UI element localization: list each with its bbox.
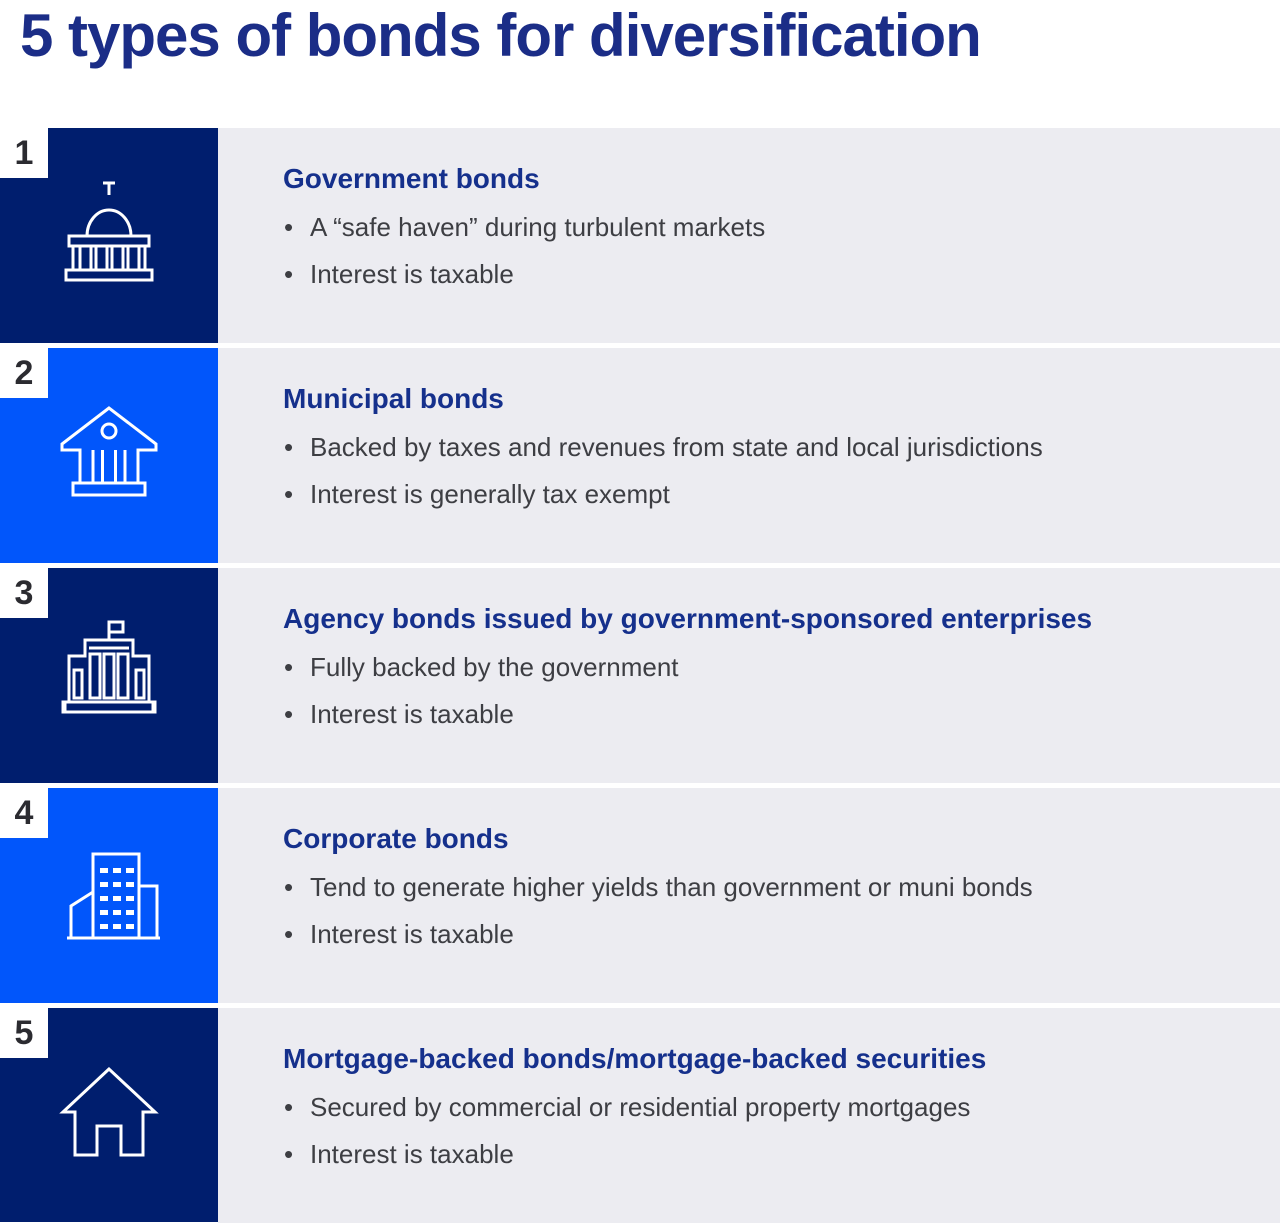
bullet-item: Fully backed by the government [283,652,1250,682]
row-content: Mortgage-backed bonds/mortgage-backed se… [218,1008,1280,1223]
row-content: Government bonds A “safe haven” during t… [218,128,1280,343]
row-number-badge: 4 [0,788,48,838]
page-title: 5 types of bonds for diversification [20,2,982,69]
bank-icon [60,406,158,497]
row-content: Corporate bonds Tend to generate higher … [218,788,1280,1003]
row-content: Municipal bonds Backed by taxes and reve… [218,348,1280,563]
row-number: 5 [14,1013,34,1052]
bond-heading: Mortgage-backed bonds/mortgage-backed se… [283,1043,987,1074]
government-building-icon [61,620,157,714]
icon-tile: 1 [0,128,218,343]
row-number-badge: 3 [0,568,48,618]
row-corporate-bonds: 4 Corporate bonds Tend to generate highe… [0,788,1280,1003]
row-number-badge: 1 [0,128,48,178]
icon-tile: 5 [0,1008,218,1222]
bullet-list: Tend to generate higher yields than gove… [283,872,1250,949]
bullet-item: Tend to generate higher yields than gove… [283,872,1250,902]
row-agency-bonds: 3 Agency bonds issued by government-spon… [0,568,1280,783]
row-number: 1 [14,133,34,172]
row-number-badge: 2 [0,348,48,398]
bullet-item: Interest is taxable [283,919,1250,949]
bullet-item: Backed by taxes and revenues from state … [283,432,1250,462]
house-icon [59,1066,159,1157]
bond-heading: Agency bonds issued by government-sponso… [283,603,1093,634]
icon-tile: 3 [0,568,218,783]
bond-heading: Municipal bonds [283,383,504,414]
icon-tile: 4 [0,788,218,1003]
row-number: 2 [14,353,34,392]
bullet-item: Interest is generally tax exempt [283,479,1250,509]
bullet-list: Secured by commercial or residential pro… [283,1092,1250,1169]
bullet-list: Fully backed by the government Interest … [283,652,1250,729]
row-government-bonds: 1 Government bonds A “safe haven” during… [0,128,1280,343]
capitol-icon [64,181,154,282]
row-number: 3 [14,573,34,612]
bullet-item: Secured by commercial or residential pro… [283,1092,1250,1122]
bullet-list: Backed by taxes and revenues from state … [283,432,1250,509]
office-buildings-icon [67,852,160,940]
row-number-badge: 5 [0,1008,48,1058]
bullet-list: A “safe haven” during turbulent markets … [283,212,1250,289]
bullet-item: Interest is taxable [283,259,1250,289]
bond-heading: Corporate bonds [283,823,509,854]
row-municipal-bonds: 2 Municipal bonds Backed by taxes and re… [0,348,1280,563]
bullet-item: Interest is taxable [283,1139,1250,1169]
row-content: Agency bonds issued by government-sponso… [218,568,1280,783]
bullet-item: Interest is taxable [283,699,1250,729]
row-number: 4 [14,793,34,832]
row-mortgage-backed-bonds: 5 Mortgage-backed bonds/mortgage-backed … [0,1008,1280,1223]
bullet-item: A “safe haven” during turbulent markets [283,212,1250,242]
icon-tile: 2 [0,348,218,563]
bond-heading: Government bonds [283,163,540,194]
